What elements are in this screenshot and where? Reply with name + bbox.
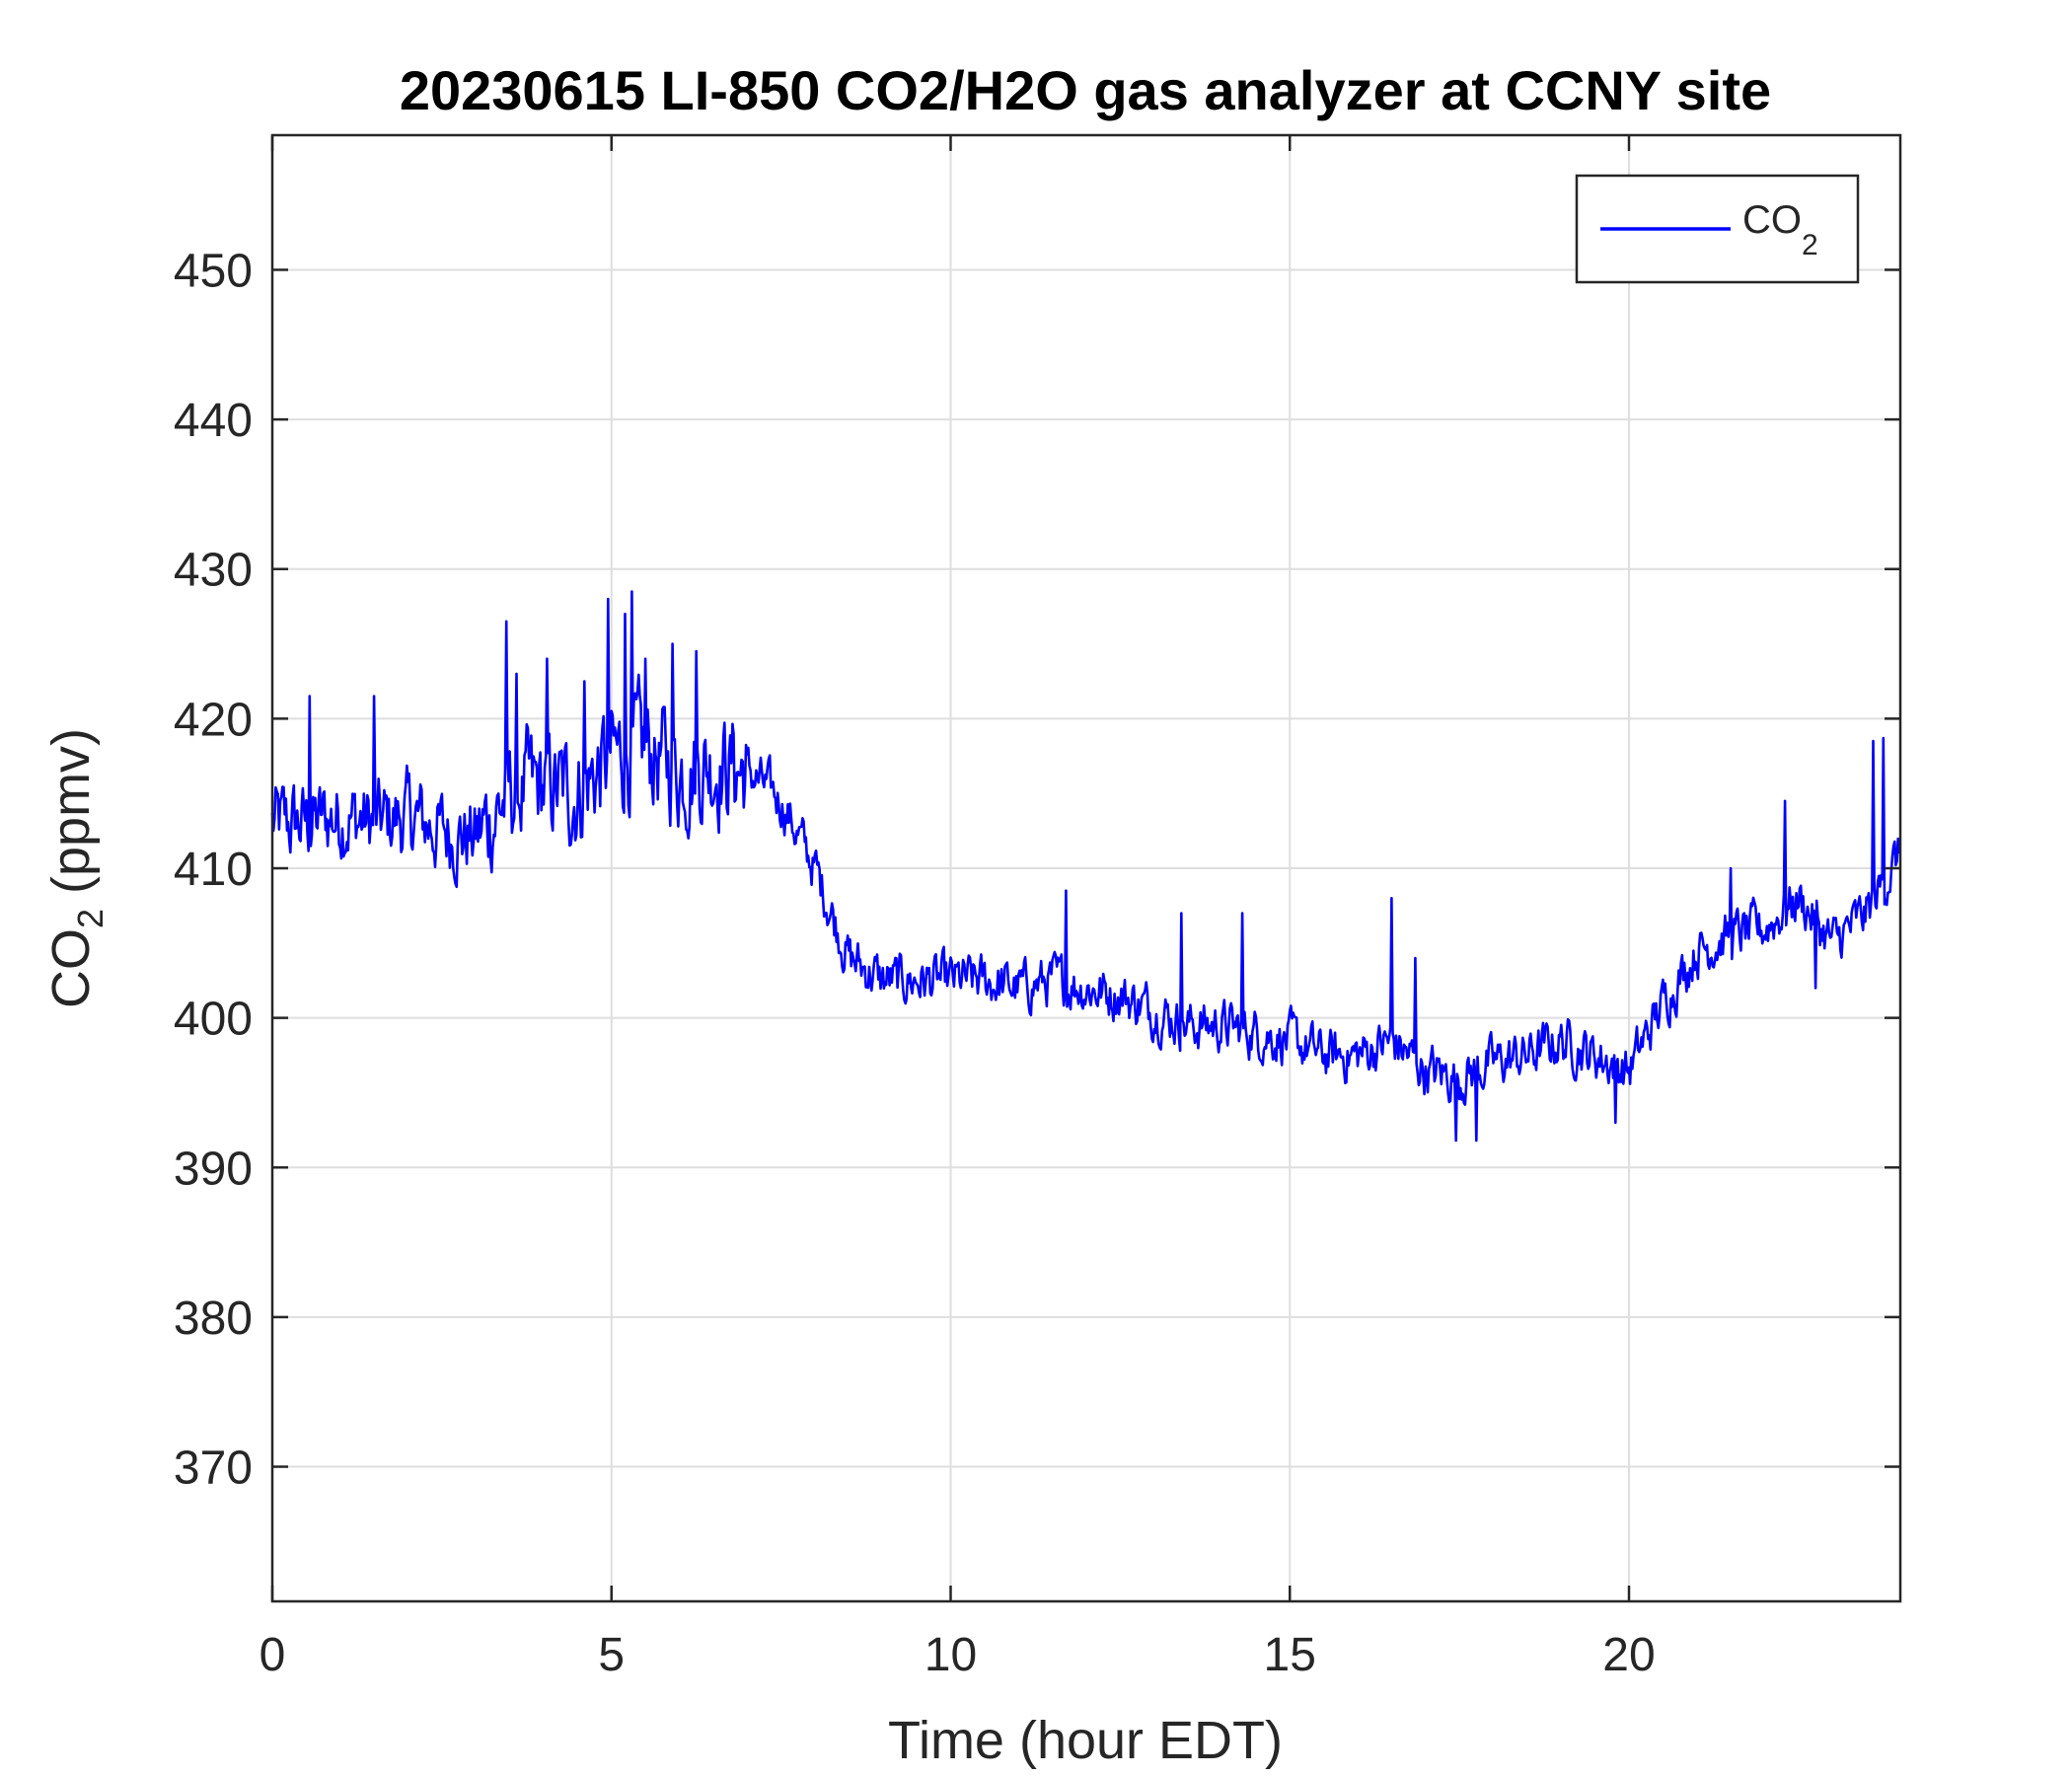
- chart-title: 20230615 LI-850 CO2/H2O gas analyzer at …: [400, 59, 1771, 121]
- y-tick-label: 390: [174, 1143, 253, 1195]
- x-axis-label: Time (hour EDT): [888, 1711, 1283, 1770]
- y-axis-label-subscript: 2: [70, 909, 111, 928]
- y-tick-label: 370: [174, 1443, 253, 1495]
- y-tick-label: 430: [174, 545, 253, 597]
- legend-label-subscript: 2: [1802, 229, 1818, 261]
- y-tick-label: 450: [174, 245, 253, 297]
- series-line-co2: [270, 590, 1901, 1143]
- legend-label-co2: CO2: [1742, 198, 1818, 261]
- y-tick-label: 380: [174, 1293, 253, 1345]
- y-tick-label: 420: [174, 694, 253, 746]
- legend: CO2: [1575, 174, 1860, 284]
- y-tick-label: 440: [174, 395, 253, 447]
- y-axis-label: CO2 (ppmv): [41, 728, 111, 1008]
- axes-layer: [270, 133, 1902, 1603]
- y-tick-label: 410: [174, 844, 253, 896]
- x-tick-label: 20: [1602, 1629, 1655, 1681]
- x-tick-label: 15: [1264, 1629, 1316, 1681]
- y-axis-label-unit: (ppmv): [41, 728, 101, 909]
- tick-label-layer: 0 5 10 15 20 370 380 390 400 410 420 430 440 450: [174, 245, 1656, 1681]
- x-tick-label: 5: [598, 1629, 625, 1681]
- data-layer: [270, 590, 1901, 1143]
- y-axis-label-base: CO: [41, 928, 101, 1008]
- y-tick-label: 400: [174, 994, 253, 1046]
- legend-label-base: CO: [1742, 198, 1802, 242]
- x-tick-label: 0: [259, 1629, 286, 1681]
- x-tick-label: 10: [925, 1629, 977, 1681]
- grid-layer: [271, 135, 1900, 1601]
